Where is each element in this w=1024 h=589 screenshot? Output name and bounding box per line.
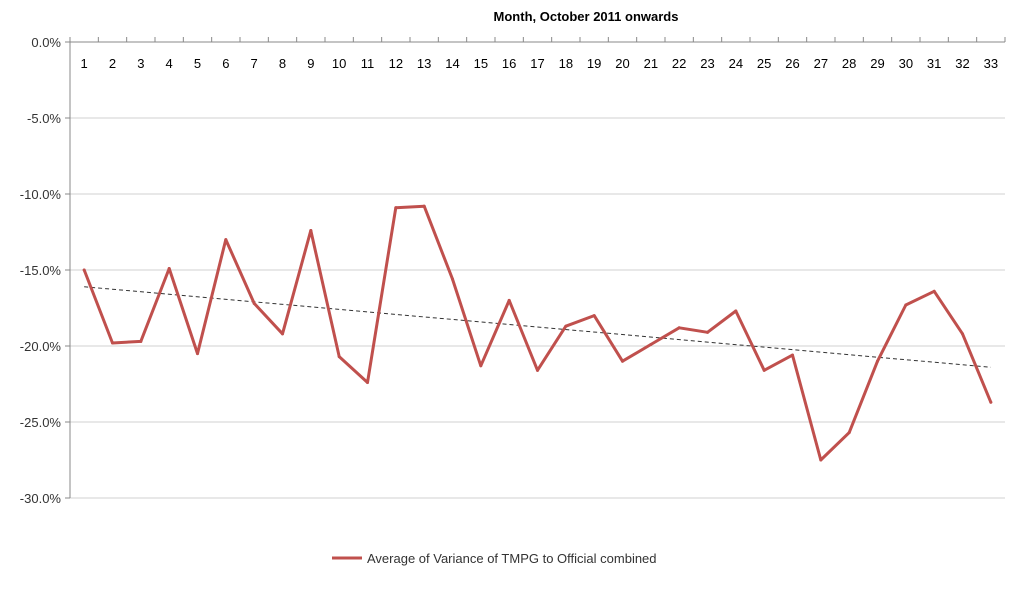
data-point (422, 204, 426, 208)
data-point (932, 289, 936, 293)
data-point (366, 380, 369, 384)
data-point (337, 355, 341, 359)
x-tick-label: 7 (251, 56, 258, 71)
data-point (592, 314, 596, 318)
series-layer (82, 204, 993, 462)
data-point (139, 339, 143, 343)
x-tick-label: 13 (417, 56, 431, 71)
legend: Average of Variance of TMPG to Official … (332, 551, 657, 566)
y-tick-label: -5.0% (27, 111, 61, 126)
data-point (196, 352, 199, 356)
x-tick-label: 23 (700, 56, 714, 71)
x-tick-label: 2 (109, 56, 116, 71)
data-point (479, 364, 483, 368)
data-point (734, 309, 738, 313)
x-tick-label: 10 (332, 56, 346, 71)
data-point (989, 400, 993, 404)
x-tick-label: 27 (814, 56, 828, 71)
chart-title: Month, October 2011 onwards (494, 9, 679, 24)
y-tick-labels: 0.0% -5.0% -10.0% -15.0% -20.0% -25.0% -30.0% (20, 35, 62, 506)
data-point (876, 359, 879, 363)
trendline-layer (84, 286, 991, 368)
y-tick-label: 0.0% (31, 35, 61, 50)
x-tick-label: 3 (137, 56, 144, 71)
data-point (677, 326, 681, 330)
data-point (252, 301, 256, 305)
x-tick-label: 32 (955, 56, 969, 71)
data-point (649, 342, 653, 346)
y-tick-label: -30.0% (20, 491, 62, 506)
x-tick-label: 21 (644, 56, 658, 71)
y-tick-label: -10.0% (20, 187, 62, 202)
x-tick-label: 19 (587, 56, 601, 71)
x-tick-label: 16 (502, 56, 516, 71)
trendline (84, 286, 991, 368)
gridlines (70, 117, 1005, 499)
x-tick-label: 17 (530, 56, 544, 71)
data-point (791, 353, 794, 357)
x-tick-label: 11 (361, 56, 375, 71)
x-tick-label: 20 (615, 56, 629, 71)
data-point (762, 368, 766, 372)
data-point (82, 268, 86, 272)
data-point (904, 303, 908, 307)
data-point (394, 206, 398, 210)
x-tick-labels: 1 2 3 4 5 6 7 8 9 10 11 12 13 14 15 16 17 18 19 20 21 22 23 24 2… (81, 56, 999, 71)
x-tick-label: 5 (194, 56, 201, 71)
x-tick-label: 26 (785, 56, 799, 71)
x-tick-label: 18 (559, 56, 573, 71)
data-point (819, 458, 823, 462)
x-tick-label: 28 (842, 56, 856, 71)
data-point (847, 431, 851, 435)
data-point (224, 238, 228, 242)
data-point (706, 330, 709, 334)
x-tick-label: 6 (222, 56, 229, 71)
y-tick-label: -25.0% (20, 415, 62, 430)
data-point (309, 228, 313, 232)
x-tick-label: 25 (757, 56, 771, 71)
data-point (961, 332, 964, 336)
y-tick-label: -15.0% (20, 263, 62, 278)
data-point (507, 298, 511, 302)
x-tick-label: 29 (870, 56, 884, 71)
legend-label: Average of Variance of TMPG to Official … (367, 551, 657, 566)
x-tick-label: 33 (984, 56, 998, 71)
data-point (536, 368, 539, 372)
x-tick-label: 22 (672, 56, 686, 71)
x-tick-label: 8 (279, 56, 286, 71)
data-point (111, 341, 114, 345)
data-point (621, 359, 624, 363)
data-point (281, 332, 284, 336)
data-point (167, 266, 171, 270)
x-tick-label: 12 (389, 56, 403, 71)
x-tick-label: 1 (81, 56, 88, 71)
x-tick-label: 9 (307, 56, 314, 71)
data-point (564, 324, 568, 328)
x-tick-label: 24 (729, 56, 743, 71)
x-tick-label: 31 (927, 56, 941, 71)
y-tick-label: -20.0% (20, 339, 62, 354)
x-tick-label: 14 (445, 56, 459, 71)
axes (65, 37, 1006, 499)
x-tick-label: 15 (474, 56, 488, 71)
x-tick-label: 4 (166, 56, 173, 71)
data-point (451, 277, 454, 281)
x-tick-label: 30 (899, 56, 913, 71)
